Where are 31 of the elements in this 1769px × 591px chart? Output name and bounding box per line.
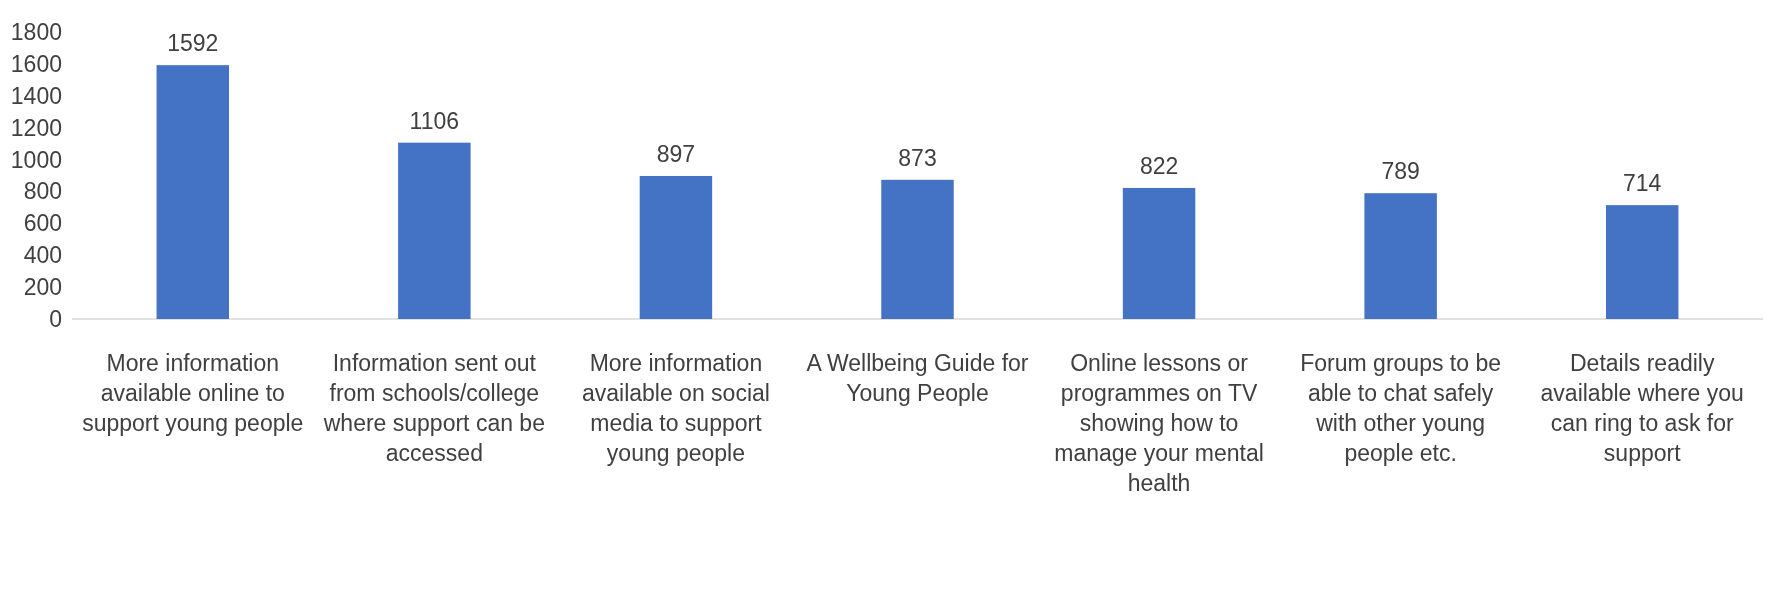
y-tick-label: 1800 <box>10 19 62 46</box>
y-tick-label: 0 <box>49 306 62 333</box>
x-tick-label: More information available on social media to support young people <box>581 350 770 466</box>
x-tick-label: Details readily available where you can ring to ask for support <box>1540 350 1744 466</box>
bar <box>1605 205 1679 319</box>
y-tick-label: 1200 <box>10 114 62 141</box>
y-tick-label: 600 <box>23 210 62 237</box>
data-label: 789 <box>1381 158 1420 185</box>
bar <box>881 179 954 319</box>
data-label: 822 <box>1139 152 1179 179</box>
data-label: 873 <box>898 144 937 171</box>
bar <box>1364 193 1437 319</box>
bar <box>156 65 230 319</box>
y-tick-label: 400 <box>23 242 62 269</box>
data-label: 897 <box>656 140 696 167</box>
x-tick-label: Online lessons or programmes on TV showing how to manage your mental health <box>1054 350 1264 496</box>
data-label: 1106 <box>409 107 460 134</box>
bar <box>398 142 471 319</box>
bar <box>1122 187 1196 319</box>
x-tick-label: Forum groups to be able to chat safely with other young people etc. <box>1300 350 1501 466</box>
x-tick-label: A Wellbeing Guide for Young People <box>806 350 1029 406</box>
y-tick-label: 800 <box>23 178 62 205</box>
data-label: 714 <box>1623 170 1662 197</box>
y-tick-label: 1600 <box>10 50 62 77</box>
bar <box>639 175 713 319</box>
data-label: 1592 <box>167 30 219 57</box>
y-tick-label: 1400 <box>10 82 62 109</box>
y-tick-label: 200 <box>23 274 62 301</box>
x-tick-label: Information sent out from schools/college where support can be accessed <box>322 350 545 466</box>
x-tick-label: More information available online to support young people <box>82 350 304 436</box>
y-tick-label: 1000 <box>10 146 62 173</box>
